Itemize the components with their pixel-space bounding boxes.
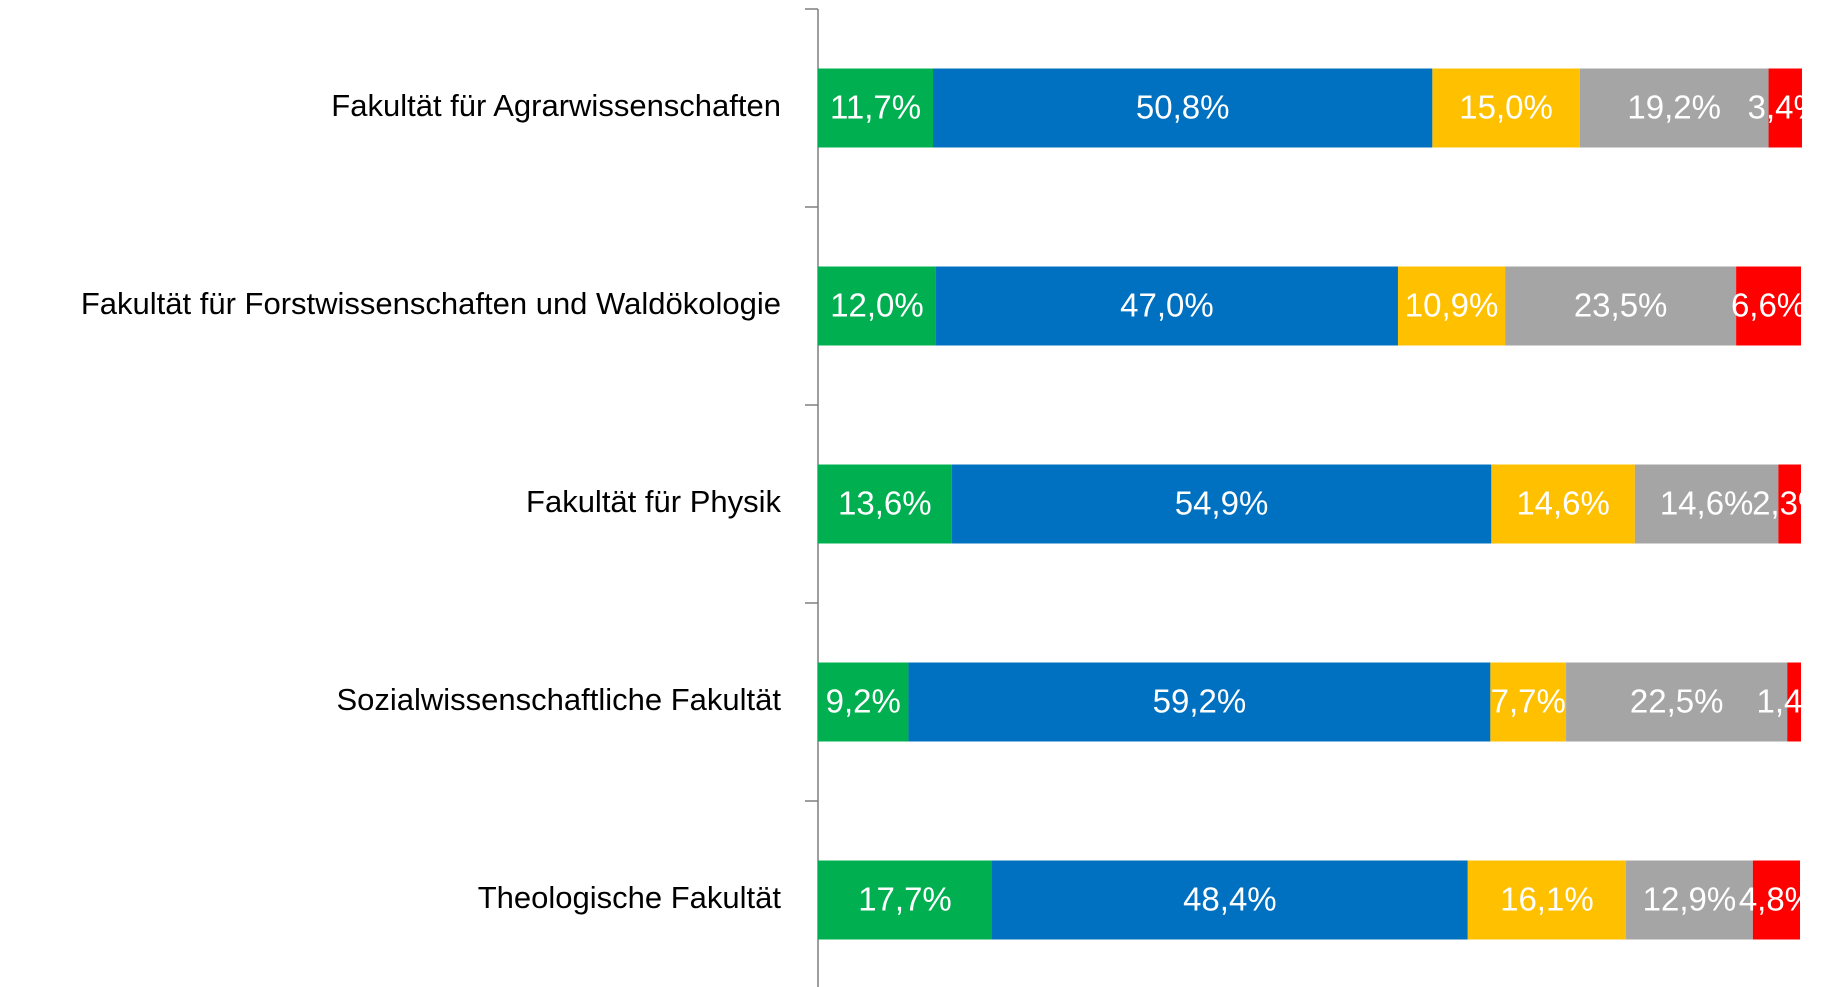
value-label: 2,3% xyxy=(1752,485,1827,522)
bar-segment xyxy=(991,860,1468,940)
bar-segment xyxy=(1491,464,1635,544)
category-label: Sozialwissenschaftliche Fakultät xyxy=(336,682,781,717)
bar-segment xyxy=(818,68,934,148)
bar-segment xyxy=(1634,464,1779,544)
bar-segment xyxy=(1787,662,1801,742)
value-label: 54,9% xyxy=(1175,485,1269,522)
value-label: 3,4% xyxy=(1748,89,1823,126)
bar-segment xyxy=(933,68,1433,148)
category-label: Fakultät für Agrarwissenschaften xyxy=(331,88,781,123)
category-label: Fakultät für Physik xyxy=(526,484,781,519)
value-label: 17,7% xyxy=(858,881,952,918)
value-label: 48,4% xyxy=(1183,881,1277,918)
value-label: 19,2% xyxy=(1627,89,1721,126)
value-label: 50,8% xyxy=(1136,89,1230,126)
bar-segment xyxy=(1397,266,1506,346)
bar-segment xyxy=(951,464,1492,544)
value-label: 12,9% xyxy=(1643,881,1737,918)
value-label: 6,6% xyxy=(1731,287,1806,324)
category-label: Fakultät für Forstwissenschaften und Wal… xyxy=(81,286,781,321)
category-label: Theologische Fakultät xyxy=(478,880,782,915)
bar-segment xyxy=(818,860,992,940)
value-label: 23,5% xyxy=(1574,287,1668,324)
bar-segment xyxy=(818,266,936,346)
value-label: 15,0% xyxy=(1459,89,1553,126)
bar-segment xyxy=(935,266,1398,346)
value-label: 47,0% xyxy=(1120,287,1214,324)
bar-segment xyxy=(1768,68,1802,148)
value-label: 4,8% xyxy=(1739,881,1814,918)
bar-segment xyxy=(1505,266,1737,346)
bar-segment xyxy=(1752,860,1801,940)
bar-segment xyxy=(1432,68,1580,148)
value-label: 16,1% xyxy=(1500,881,1594,918)
bar-segment xyxy=(1626,860,1753,940)
value-label: 12,0% xyxy=(830,287,924,324)
bar-segment xyxy=(818,662,909,742)
value-label: 13,6% xyxy=(838,485,932,522)
bar-segment xyxy=(908,662,1491,742)
value-label: 22,5% xyxy=(1630,683,1724,720)
bar-segment xyxy=(1736,266,1801,346)
value-label: 14,6% xyxy=(1660,485,1754,522)
bar-segment xyxy=(1579,68,1769,148)
value-label: 10,9% xyxy=(1405,287,1499,324)
value-label: 14,6% xyxy=(1516,485,1610,522)
bar-segment xyxy=(1467,860,1627,940)
value-label: 1,4% xyxy=(1757,683,1829,720)
value-label: 9,2% xyxy=(826,683,901,720)
bar-segment xyxy=(1490,662,1567,742)
value-label: 7,7% xyxy=(1491,683,1566,720)
bar-segment xyxy=(1566,662,1788,742)
value-label: 59,2% xyxy=(1153,683,1247,720)
bar-segment xyxy=(1778,464,1801,544)
value-label: 11,7% xyxy=(830,89,921,126)
bar-segment xyxy=(818,464,952,544)
